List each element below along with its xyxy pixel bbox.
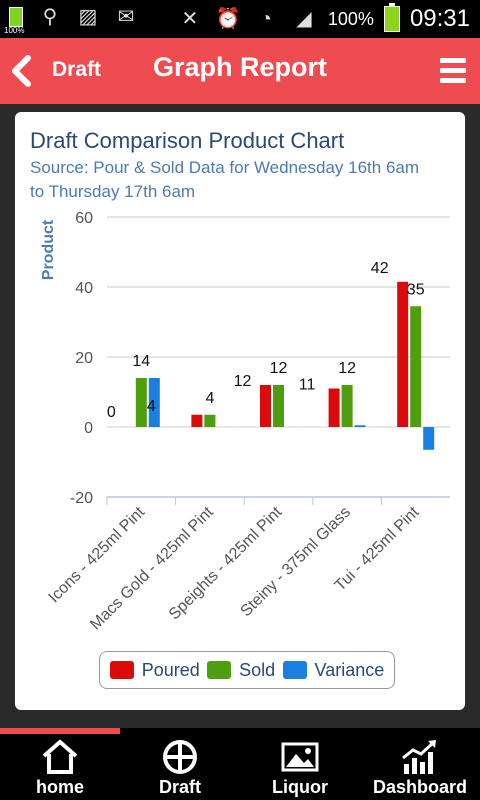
picture-icon	[281, 742, 319, 772]
signal-icon: ◢	[296, 8, 312, 30]
battery-icon	[383, 3, 400, 32]
data-label: 0	[107, 404, 116, 421]
trend-chart-icon	[402, 740, 436, 774]
data-label: 12	[338, 360, 356, 377]
bluetooth-muted-icon: ✕	[181, 8, 199, 30]
battery-small-pct: 100%	[4, 26, 25, 35]
y-tick-label: 40	[75, 280, 93, 297]
clock: 09:31	[409, 5, 470, 32]
nav-liquor[interactable]: Liquor	[240, 734, 360, 800]
legend-item-poured[interactable]: Poured	[109, 659, 200, 681]
bar-sold	[341, 385, 353, 427]
battery-small-icon: 100%	[4, 4, 26, 35]
bar-variance	[423, 427, 435, 450]
home-icon	[42, 739, 78, 774]
data-label: 4	[205, 390, 214, 407]
y-tick-label: 0	[84, 420, 93, 437]
y-tick-label: -20	[70, 490, 93, 507]
x-tick-label: Speights - 425ml Pint	[166, 503, 286, 623]
bar-variance	[148, 378, 160, 427]
mail-icon: ✉	[117, 6, 135, 28]
chart-card: Draft Comparison Product Chart Source: P…	[15, 112, 465, 710]
legend-item-variance[interactable]: Variance	[282, 659, 385, 681]
data-label: 4	[147, 398, 156, 415]
bar-sold	[204, 414, 216, 427]
bar-poured	[397, 281, 409, 427]
page-title: Graph Report	[152, 52, 327, 82]
chevron-left-icon	[12, 55, 31, 87]
data-label: 42	[371, 260, 389, 277]
nav-dashboard[interactable]: Dashboard	[360, 734, 480, 800]
chart-legend: Poured Sold Variance	[99, 651, 395, 689]
data-label: 12	[234, 373, 252, 390]
bar-sold	[410, 306, 422, 427]
legend-swatch	[282, 661, 307, 679]
bar-sold	[273, 385, 284, 427]
nav-home[interactable]: home	[0, 734, 120, 800]
menu-button[interactable]	[440, 58, 466, 84]
status-right-icons: ✕ ⏰ ◔ ◢ 100% 09:31	[176, 0, 470, 38]
content-area: Draft Comparison Product Chart Source: P…	[0, 104, 480, 728]
legend-swatch	[207, 661, 232, 679]
back-button[interactable]	[6, 52, 40, 90]
image-icon: ▨	[78, 6, 98, 28]
nav-home-label: home	[35, 777, 84, 797]
x-tick-label: Macs Gold - 425ml Pint	[87, 503, 217, 633]
legend-label: Variance	[314, 659, 385, 680]
chart-title: Draft Comparison Product Chart	[30, 128, 345, 153]
nav-dashboard-label: Dashboard	[372, 777, 468, 797]
bar-poured	[328, 388, 340, 427]
legend-swatch	[109, 661, 134, 679]
nav-liquor-label: Liquor	[272, 777, 328, 797]
nav-draft[interactable]: Draft	[120, 734, 240, 800]
bottom-nav: home Draft Liquor Dashboard	[0, 728, 480, 800]
wifi-icon: ◔	[259, 8, 272, 30]
nav-draft-label: Draft	[158, 777, 201, 797]
status-bar: 100% ⚲ ▨ ✉ ✕ ⏰ ◔ ◢ 100% 09:31	[0, 0, 480, 38]
bar-poured	[191, 414, 203, 427]
nav-active-indicator	[0, 728, 120, 734]
back-label[interactable]: Draft	[52, 58, 102, 81]
data-label: 14	[132, 353, 150, 370]
legend-label: Poured	[141, 659, 200, 680]
alarm-icon: ⏰	[215, 8, 241, 30]
y-axis-title: Product	[40, 219, 57, 280]
bar-sold	[135, 378, 147, 427]
usb-icon: ⚲	[42, 6, 58, 28]
app-header: Draft Graph Report	[0, 38, 480, 104]
data-label: 35	[407, 281, 425, 298]
legend-item-sold[interactable]: Sold	[207, 660, 275, 681]
data-label: 12	[270, 360, 288, 377]
battery-percent: 100%	[327, 8, 374, 29]
menu-icon	[440, 58, 466, 63]
crosshair-icon	[163, 740, 197, 774]
bar-variance	[354, 425, 366, 427]
legend-label: Sold	[239, 659, 276, 680]
y-tick-label: 20	[75, 350, 93, 367]
y-tick-label: 60	[75, 210, 93, 227]
bar-poured	[260, 385, 271, 427]
chart-subtitle: Source: Pour & Sold Data for Wednesday 1…	[30, 158, 420, 201]
status-left-icons: 100% ⚲ ▨ ✉	[4, 4, 140, 35]
data-label: 11	[299, 377, 316, 394]
